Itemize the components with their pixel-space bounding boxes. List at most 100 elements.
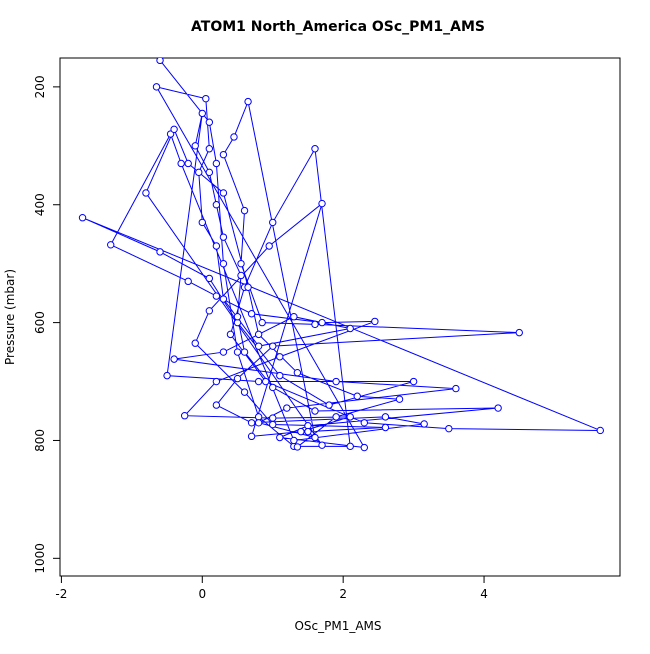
data-point [269,383,277,392]
data-point [247,419,256,427]
data-point [297,427,305,436]
data-point [219,348,228,356]
data-point [212,292,221,300]
data-point [283,404,291,412]
data-point [276,353,284,361]
data-point [290,436,298,445]
data-point [515,328,523,337]
data-point [346,413,354,421]
data-point [254,419,263,427]
data-point [152,83,161,91]
data-point [311,407,319,415]
data-point [202,94,210,103]
data-point [156,58,164,65]
data-point [420,420,428,428]
data-point [332,413,340,421]
data-point [212,201,221,209]
data-point [254,330,263,339]
x-tick-label: 2 [339,587,347,601]
data-point [205,145,214,153]
data-point [219,259,228,268]
y-tick-label: 1000 [33,543,47,574]
data-point [290,313,298,321]
data-point [184,159,192,168]
data-point [261,377,270,386]
data-point [198,218,206,227]
data-point [244,283,252,291]
data-point [247,310,256,318]
x-axis-label: OSc_PM1_AMS [294,619,381,633]
chart-title: ATOM1 North_America OSc_PM1_AMS [191,19,485,35]
data-point [254,342,263,350]
data-point [219,233,228,241]
data-point [212,377,221,386]
data-point [219,189,228,197]
data-point [244,97,252,106]
data-point [325,401,333,409]
data-point [195,168,203,177]
data-point [198,109,206,118]
data-point [318,199,326,208]
data-point [311,145,319,153]
data-point [230,133,238,141]
data-point [494,404,502,412]
data-point [237,271,245,280]
data-point [233,348,242,356]
x-tick-label: 4 [480,587,488,601]
data-point [346,324,354,333]
data-point [258,318,266,327]
data-point [360,443,369,452]
data-point [233,374,242,383]
y-axis-label: Pressure (mbar) [3,269,17,365]
data-point [205,118,214,126]
data-point [163,371,171,380]
data-point [269,420,277,429]
data-point [353,392,361,400]
data-point [170,355,178,363]
data-point [233,313,242,321]
data-point [371,317,379,326]
data-point [381,413,390,421]
data-point [395,395,404,403]
data-point [240,206,249,215]
y-tick-label: 200 [33,75,47,98]
plot-frame [59,57,621,577]
data-point [177,159,185,168]
data-point [184,277,192,286]
data-point [318,318,326,327]
data-point [219,150,228,159]
data-point [265,242,273,250]
data-point [293,443,302,451]
data-point [191,339,199,347]
data-point [452,384,460,393]
data-point [240,348,249,356]
data-point [156,248,164,256]
data-point [142,189,150,197]
data-point [293,368,302,377]
data-point [212,242,221,250]
data-point [254,377,263,386]
data-point [205,307,214,315]
data-point [107,241,115,249]
data-point [304,427,312,436]
data-point [240,388,249,396]
data-point [445,424,453,433]
data-point [409,377,418,386]
data-point [78,214,87,222]
data-point [269,414,277,422]
data-point [212,401,221,409]
data-point [269,218,277,227]
plot-area [78,58,604,452]
y-tick-label: 800 [33,429,47,452]
data-point [596,426,604,435]
data-point [360,419,369,427]
data-point [237,259,245,268]
y-tick-label: 400 [33,193,47,216]
data-point [276,371,284,380]
y-tick-label: 600 [33,311,47,334]
data-point [381,423,390,432]
data-point [332,377,340,386]
data-point [212,159,221,168]
data-point [269,342,277,350]
